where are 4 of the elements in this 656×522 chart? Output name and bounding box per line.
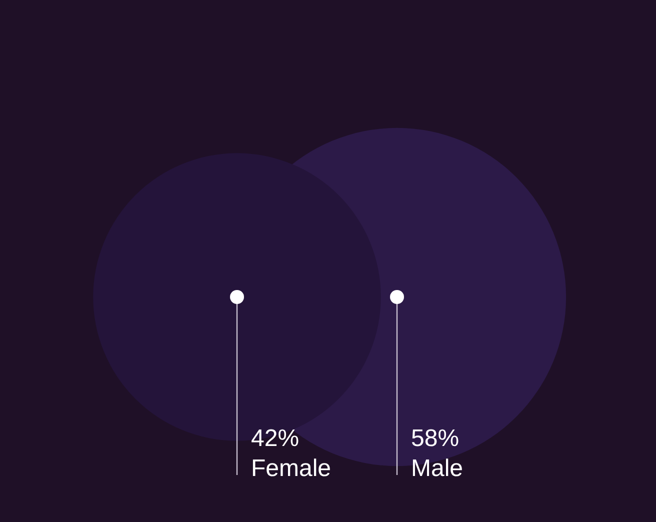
category-label: Male (411, 455, 464, 482)
category-label: Female (251, 455, 332, 482)
data-label: 58% (411, 425, 460, 452)
data-label: 42% (251, 425, 300, 452)
